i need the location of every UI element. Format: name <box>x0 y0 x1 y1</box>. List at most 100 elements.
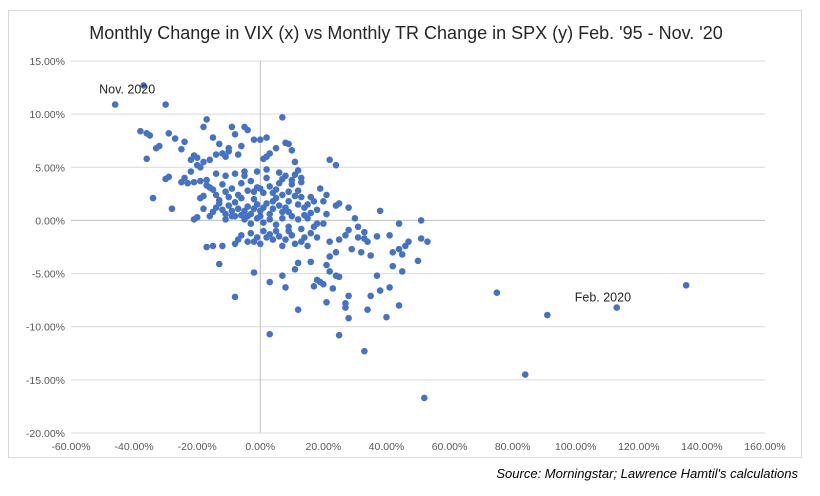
data-point <box>307 258 315 266</box>
data-point <box>111 101 119 108</box>
data-point <box>263 153 270 160</box>
data-point <box>414 257 422 265</box>
data-point <box>332 249 340 256</box>
data-point <box>275 169 283 176</box>
x-tick-label: 140.00% <box>681 441 722 453</box>
data-point <box>209 134 217 141</box>
x-tick-label: 0.00% <box>245 441 275 453</box>
data-point <box>250 269 258 276</box>
data-point <box>421 394 428 402</box>
data-point <box>269 205 277 213</box>
x-tick-label: -20.00% <box>178 441 217 453</box>
data-point <box>288 176 296 184</box>
data-point <box>203 176 210 184</box>
data-point <box>294 216 302 223</box>
data-point <box>260 189 267 197</box>
data-point <box>326 253 333 260</box>
data-point <box>178 145 185 153</box>
data-point <box>544 311 551 319</box>
data-point <box>222 172 229 180</box>
data-point <box>197 194 204 202</box>
data-point <box>351 215 359 222</box>
data-point <box>307 193 315 201</box>
data-point <box>316 185 324 192</box>
data-point <box>250 195 258 203</box>
data-point <box>332 161 340 169</box>
y-tick-label: 5.00% <box>35 162 65 174</box>
data-point <box>222 153 229 160</box>
data-point <box>149 194 157 202</box>
data-point <box>297 225 305 233</box>
data-point <box>313 220 321 227</box>
data-point <box>253 168 261 175</box>
y-tick-label: 10.00% <box>29 109 65 121</box>
data-point <box>288 146 296 154</box>
data-point <box>291 192 299 200</box>
data-point <box>181 138 188 146</box>
data-point <box>269 236 277 243</box>
data-point <box>424 238 431 245</box>
data-point <box>323 191 330 199</box>
data-point <box>234 151 242 158</box>
data-point <box>190 178 198 186</box>
data-point <box>364 306 371 314</box>
data-point <box>376 207 384 215</box>
data-point <box>320 220 327 227</box>
data-point <box>354 234 362 241</box>
data-point <box>197 177 204 185</box>
data-point <box>231 293 239 301</box>
data-point <box>335 273 343 281</box>
annotation-label: Feb. 2020 <box>575 291 631 305</box>
data-point <box>193 161 201 169</box>
data-point <box>291 240 299 248</box>
data-point <box>143 155 151 163</box>
data-point <box>206 156 214 164</box>
data-point <box>304 201 311 208</box>
y-tick-label: -10.00% <box>26 322 65 334</box>
data-point <box>256 136 264 143</box>
data-point <box>206 212 214 220</box>
data-point <box>294 187 302 194</box>
data-point <box>247 177 255 185</box>
data-point <box>238 179 245 187</box>
data-point <box>395 245 403 253</box>
data-point <box>143 129 151 137</box>
data-point <box>367 252 374 259</box>
data-point <box>354 223 362 231</box>
data-point <box>320 280 327 288</box>
x-tick-label: 100.00% <box>555 441 596 453</box>
data-point <box>345 226 352 234</box>
data-point <box>345 292 352 300</box>
data-point <box>250 238 258 245</box>
data-point <box>304 242 311 250</box>
y-tick-label: -20.00% <box>26 428 65 440</box>
x-tick-label: 20.00% <box>306 441 342 453</box>
data-point <box>222 188 229 196</box>
data-point <box>342 232 349 239</box>
data-point <box>272 227 280 235</box>
data-point <box>219 242 226 250</box>
data-point <box>250 136 258 143</box>
data-point <box>386 284 393 291</box>
data-point <box>361 347 368 355</box>
x-tick-label: 60.00% <box>432 441 468 453</box>
data-point <box>231 199 239 206</box>
data-point <box>405 238 412 245</box>
data-point <box>361 235 368 242</box>
data-point <box>282 236 289 243</box>
data-point <box>178 178 185 186</box>
data-point <box>231 131 239 138</box>
data-point <box>228 123 236 131</box>
data-point <box>335 236 343 243</box>
data-point <box>279 208 286 216</box>
data-point <box>263 234 270 241</box>
data-point <box>294 306 302 314</box>
data-point <box>682 281 690 289</box>
data-point <box>140 82 147 89</box>
data-point <box>279 191 286 199</box>
data-point <box>279 242 286 250</box>
data-point <box>386 232 393 239</box>
data-point <box>291 171 299 179</box>
data-point <box>285 227 292 235</box>
y-tick-label: 15.00% <box>29 56 65 68</box>
